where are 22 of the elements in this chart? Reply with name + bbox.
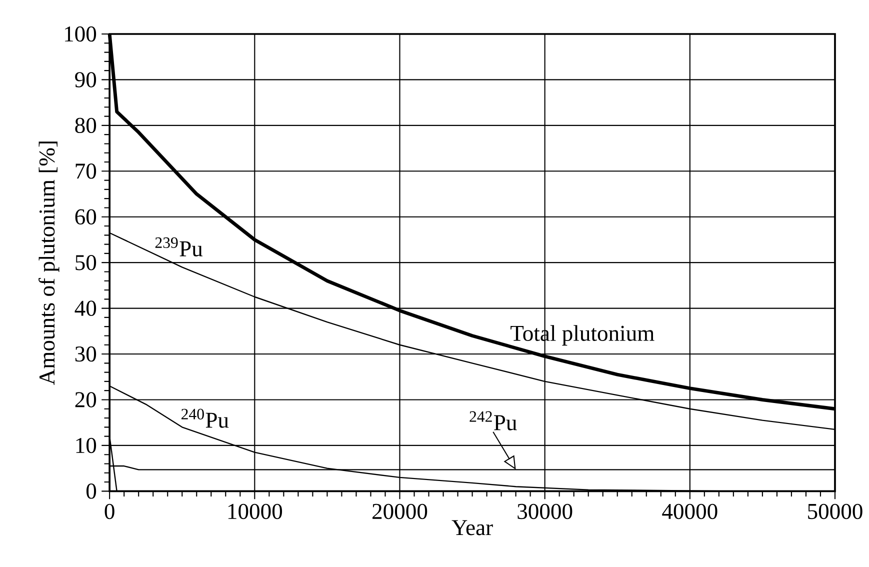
annotation: $^{240}$Pu <box>181 408 229 428</box>
y-tick-label: 70 <box>76 164 96 179</box>
x-tick-label: 50000 <box>808 504 862 520</box>
y-tick-label: 60 <box>75 209 96 225</box>
x-tick-label: 20000 <box>372 504 428 520</box>
x-axis-title: Year <box>452 520 493 536</box>
y-tick-label: 10 <box>76 438 96 454</box>
x-tick-label: 0 <box>104 504 114 520</box>
annotation: $^{239}$Pu <box>155 238 202 257</box>
y-tick-label: 90 <box>75 72 96 88</box>
y-tick-label: 80 <box>75 118 96 134</box>
y-tick-label: 20 <box>75 392 96 408</box>
y-tick-label: 30 <box>75 346 96 362</box>
y-tick-label: 50 <box>76 255 96 270</box>
x-tick-label: 30000 <box>518 504 572 520</box>
annotation: $^{242}$Pu <box>470 411 517 430</box>
x-tick-label: 10000 <box>228 504 282 520</box>
y-tick-label: 40 <box>74 300 96 316</box>
y-tick-label: 0 <box>86 484 96 499</box>
y-axis-title: Amounts of plutonium [%] <box>38 142 60 386</box>
y-tick-label: 100 <box>65 26 96 42</box>
x-tick-label: 40000 <box>662 504 718 520</box>
